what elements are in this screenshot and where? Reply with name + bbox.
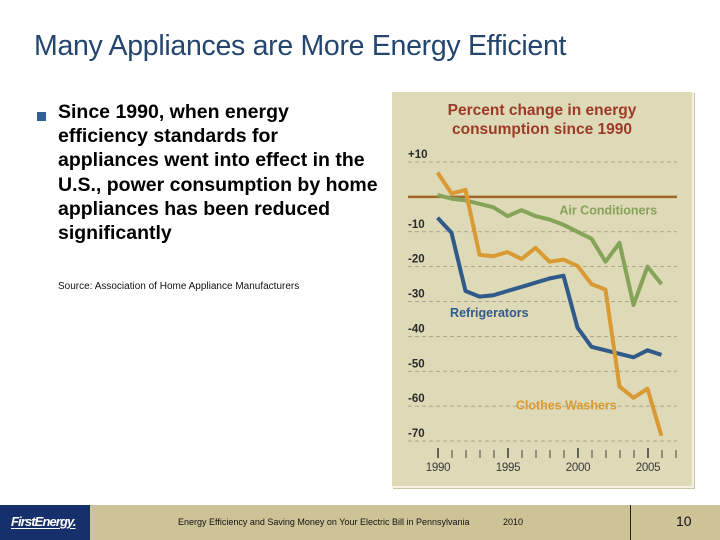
footer-text: Energy Efficiency and Saving Money on Yo… <box>178 517 470 527</box>
chart-panel: Percent change in energy consumption sinc… <box>392 92 694 488</box>
x-tick-label: 1990 <box>426 462 450 474</box>
source-note: Source: Association of Home Appliance Ma… <box>58 281 300 292</box>
series-label: Air Conditioners <box>559 203 657 217</box>
bullet-marker-icon <box>37 112 46 121</box>
page-number: 10 <box>676 513 692 529</box>
footer-year: 2010 <box>503 517 524 527</box>
bullet-text: Since 1990, when energy efficiency stand… <box>58 101 378 245</box>
chart-title-line: Percent change in energy <box>448 102 637 119</box>
footer-divider <box>630 505 631 540</box>
y-tick-label: -60 <box>408 393 425 405</box>
y-tick-label: -30 <box>408 289 425 301</box>
series-label: Refrigerators <box>450 306 529 320</box>
y-tick-label: +10 <box>408 149 428 161</box>
series-line-air-conditioners <box>437 193 664 307</box>
y-tick-label: -40 <box>408 323 425 335</box>
firstenergy-logo: FirstEnergy. <box>0 505 90 540</box>
slide-title: Many Appliances are More Energy Efficien… <box>34 30 567 62</box>
y-tick-label: -50 <box>408 358 425 370</box>
x-tick-label: 2005 <box>636 462 660 474</box>
y-tick-label: -20 <box>408 254 425 266</box>
footer-bar <box>0 505 720 540</box>
chart-title-line: consumption since 1990 <box>452 121 632 138</box>
series-line-refrigerators <box>436 216 663 360</box>
line-chart: Percent change in energy consumption sinc… <box>408 102 677 474</box>
series-label: Clothes Washers <box>516 399 617 413</box>
x-tick-label: 2000 <box>566 462 590 474</box>
logo-text: FirstEnergy. <box>11 514 76 529</box>
y-tick-label: -10 <box>408 219 425 231</box>
series-line-clothes-washers <box>435 171 664 437</box>
x-tick-label: 1995 <box>496 462 520 474</box>
y-tick-label: -70 <box>408 428 425 440</box>
